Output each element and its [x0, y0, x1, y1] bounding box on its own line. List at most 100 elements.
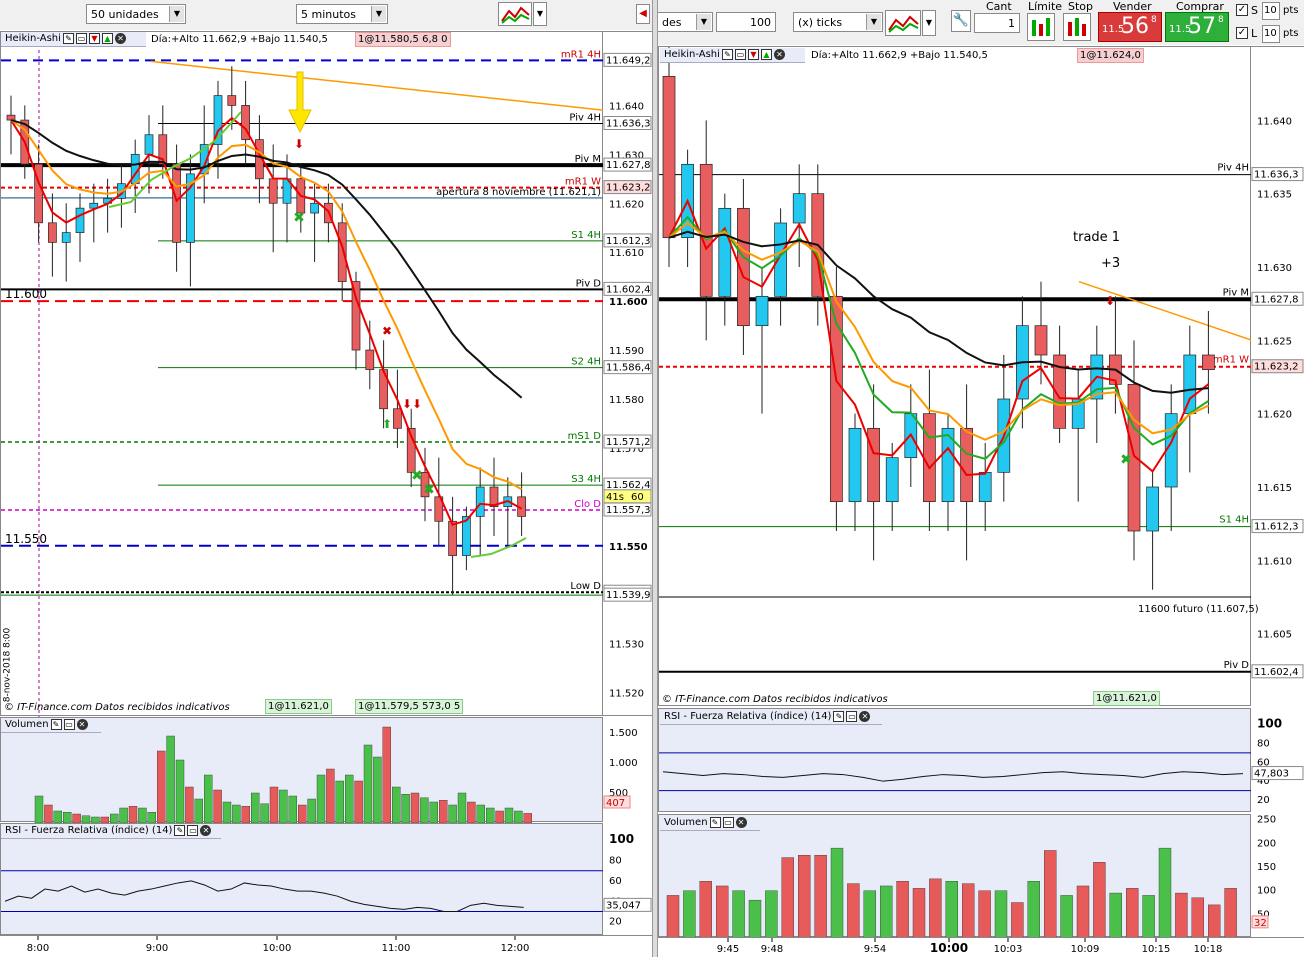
chart-type-dropdown[interactable]: ▼ — [533, 2, 547, 26]
candle — [1202, 354, 1215, 371]
x-marker-icon: ✖ — [423, 482, 435, 498]
s-checkbox[interactable]: ✓ — [1236, 4, 1248, 16]
volume-bar — [298, 804, 307, 823]
tick-label: 11.630 — [609, 150, 644, 161]
l-checkbox[interactable]: ✓ — [1236, 27, 1248, 39]
volume-bar — [401, 793, 410, 823]
trend-line — [1078, 280, 1252, 342]
volume-bar — [147, 811, 157, 823]
wrench-icon[interactable]: ✎ — [50, 718, 62, 730]
close-icon[interactable]: ✕ — [114, 32, 126, 44]
wrench-icon[interactable]: ✎ — [709, 816, 721, 828]
right-time-axis: 9:45 9:48 9:54 10:00 10:03 10:09 10:15 10:18 — [658, 937, 1304, 957]
level-label: mR1 4H — [561, 49, 601, 60]
price-tag — [603, 180, 652, 195]
volume-bar — [326, 768, 335, 823]
level-label: Low D — [570, 581, 601, 592]
price-tag-label: 11.623,2 — [606, 183, 651, 194]
wrench-icon[interactable]: ✎ — [833, 710, 845, 722]
candle — [213, 95, 223, 145]
volume-tick: 100 — [1257, 886, 1276, 897]
s-points-input[interactable]: 10 — [1262, 2, 1280, 20]
volume-bar — [91, 816, 100, 823]
wrench-button[interactable]: 🔧 — [951, 10, 971, 32]
maximize-icon[interactable]: ▭ — [734, 48, 746, 60]
wrench-icon[interactable]: ✎ — [721, 48, 733, 60]
volume-tick: 500 — [609, 788, 628, 799]
panel-divider[interactable] — [652, 0, 658, 957]
comprar-button[interactable]: 11.5 57 8 — [1165, 12, 1229, 42]
wrench-icon[interactable]: ✎ — [174, 824, 186, 836]
volume-tag — [603, 795, 631, 809]
s-unit: pts — [1283, 5, 1299, 16]
tick-label: 11.635 — [1257, 190, 1292, 201]
trade-annotation-points: +3 — [1101, 256, 1121, 271]
volume-bar — [457, 792, 467, 823]
level-label: S2 4H — [571, 357, 601, 368]
volume-bar — [765, 890, 778, 938]
right-unit-select[interactable]: des ▼ — [657, 12, 713, 32]
price-tag — [603, 157, 652, 172]
volume-bar — [335, 780, 344, 823]
right-order-tag[interactable]: 1@11.624,0 — [1077, 48, 1144, 63]
volume-bar — [945, 881, 958, 938]
right-order-tag-bottom[interactable]: 1@11.621,0 — [1093, 691, 1160, 706]
right-chart-type-button[interactable] — [885, 10, 921, 36]
vender-button[interactable]: 11.5 56 8 — [1098, 12, 1162, 42]
maximize-icon[interactable]: ▭ — [75, 32, 87, 44]
vender-label: Vender — [1113, 0, 1152, 13]
stop-button[interactable] — [1063, 13, 1091, 41]
tick-label: 11.605 — [1257, 630, 1292, 641]
right-quantity-input[interactable]: 100 — [716, 12, 776, 32]
level-label: Piv D — [1224, 660, 1250, 671]
yellow-arrow-icon — [288, 71, 312, 134]
wrench-icon[interactable]: ✎ — [62, 32, 74, 44]
left-order-tag-bottom1[interactable]: 1@11.621,0 — [265, 699, 332, 714]
volume-bar — [962, 883, 975, 938]
close-icon[interactable]: ✕ — [76, 718, 88, 730]
right-ticks-select[interactable]: (x) ticks ▼ — [793, 12, 883, 32]
close-icon[interactable]: ✕ — [735, 816, 747, 828]
cant-input[interactable]: 1 — [974, 13, 1020, 33]
volume-bar — [34, 795, 44, 823]
move-up-icon[interactable]: ▲ — [760, 48, 772, 60]
rsi-tick: 20 — [1257, 795, 1270, 806]
left-interval-select[interactable]: 5 minutos ▼ — [296, 4, 388, 24]
left-panel-collapse-button[interactable]: ◀ — [636, 4, 650, 24]
maximize-icon[interactable]: ▭ — [722, 816, 734, 828]
left-rsi-panel[interactable] — [0, 823, 604, 935]
left-quantity-select[interactable]: 50 unidades ▼ — [86, 4, 186, 24]
move-up-icon[interactable]: ▲ — [101, 32, 113, 44]
limite-button[interactable] — [1027, 13, 1055, 41]
right-chart-type-dropdown[interactable]: ▼ — [922, 10, 936, 36]
right-rsi-panel[interactable] — [658, 708, 1252, 812]
volume-bar — [420, 797, 429, 823]
volume-bar — [194, 798, 204, 823]
maximize-icon[interactable]: ▭ — [187, 824, 199, 836]
close-icon[interactable]: ✕ — [859, 710, 871, 722]
volume-bar — [994, 890, 1008, 938]
chart-type-button[interactable] — [498, 2, 532, 26]
right-volume-panel[interactable] — [658, 814, 1251, 938]
price-tag-label: 11.539,9 — [606, 590, 651, 601]
move-down-icon[interactable]: ▼ — [747, 48, 759, 60]
close-icon[interactable]: ✕ — [773, 48, 785, 60]
maximize-icon[interactable]: ▭ — [63, 718, 75, 730]
l-points-input[interactable]: 10 — [1262, 25, 1280, 43]
candle — [941, 427, 955, 503]
left-order-tag-top[interactable]: 1@11.580,5 6,8 0 — [355, 32, 451, 47]
left-order-tag-bottom2[interactable]: 1@11.579,5 573,0 5 — [355, 699, 464, 714]
close-icon[interactable]: ✕ — [200, 824, 212, 836]
maximize-icon[interactable]: ▭ — [846, 710, 858, 722]
price-tag-label: 11.636,3 — [606, 118, 651, 129]
left-volume-panel[interactable] — [0, 717, 603, 823]
volume-bar — [847, 883, 860, 938]
volume-last: 407 — [606, 798, 625, 809]
candle — [755, 295, 769, 327]
volume-bar — [929, 878, 942, 938]
x-marker-icon: ✖ — [382, 324, 392, 338]
move-down-icon[interactable]: ▼ — [88, 32, 100, 44]
right-price-plot[interactable]: Piv 4H Piv M mR1 W S1 4H Piv D ⬇ ✖ — [658, 46, 1252, 706]
volume-bar — [781, 857, 795, 938]
